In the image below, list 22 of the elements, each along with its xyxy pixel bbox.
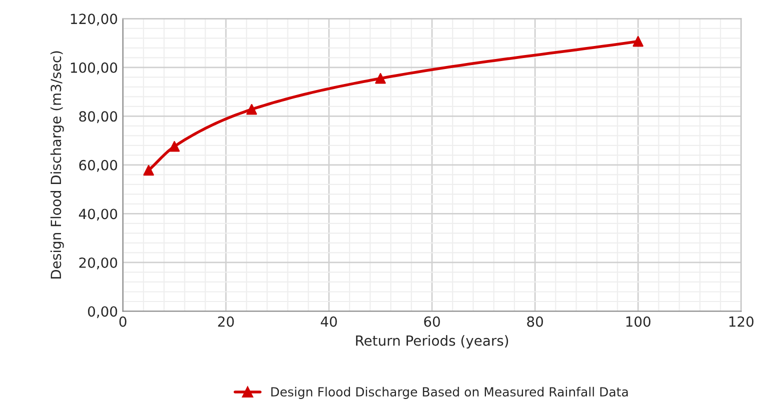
x-tick-label: 100 (626, 316, 650, 327)
x-tick-label: 40 (320, 316, 337, 327)
point (375, 73, 386, 84)
x-tick-label: 80 (527, 316, 543, 327)
x-tick-label: 20 (218, 316, 234, 327)
point (246, 104, 258, 115)
y-tick-label: 20,00 (79, 257, 118, 270)
point (169, 141, 180, 152)
legend-label: Design Flood Discharge Based on Measured Rainfall Data (271, 386, 628, 399)
point (632, 36, 644, 47)
x-tick-label: 0 (119, 316, 126, 327)
y-tick-label: 80,00 (79, 111, 118, 124)
y-tick-label: 40,00 (78, 208, 118, 221)
x-tick-label: 60 (424, 316, 440, 327)
y-axis-title: Design Flood Discharge (m3/sec) (50, 51, 64, 278)
y-tick-label: 120,00 (70, 14, 118, 26)
y-tick-label: 100,00 (70, 62, 118, 74)
y-tick-label: 60,00 (79, 160, 118, 172)
x-axis-title: Return Periods (years) (356, 335, 508, 349)
point (143, 164, 154, 176)
x-tick-label: 120 (729, 316, 754, 327)
y-tick-label: 0,00 (88, 306, 118, 318)
